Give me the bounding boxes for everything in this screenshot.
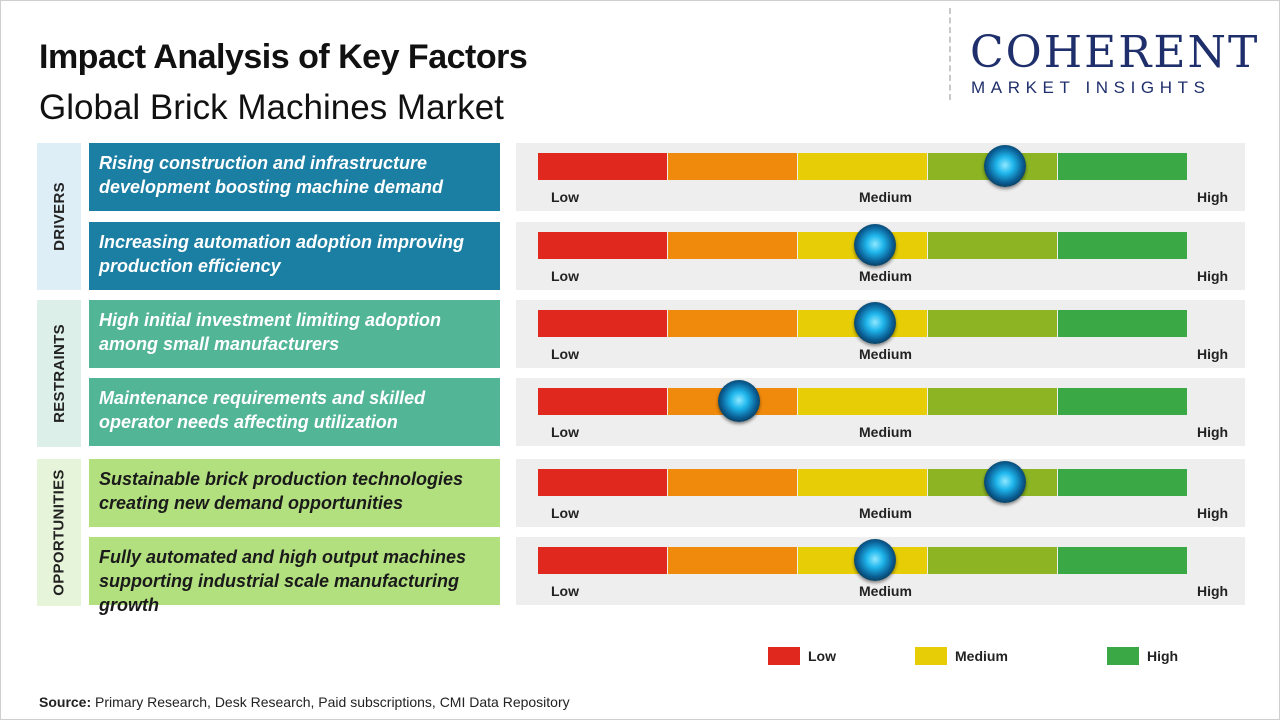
impact-bar: Low Medium High: [516, 143, 1245, 211]
tick-label-high: High: [1197, 346, 1229, 362]
logo-divider: [949, 8, 951, 100]
source-text: Primary Research, Desk Research, Paid su…: [91, 694, 570, 710]
factor-text: Increasing automation adoption improving…: [89, 222, 500, 290]
factor-text: Fully automated and high output machines…: [89, 537, 500, 615]
scale-segment: [928, 547, 1057, 574]
impact-marker: [853, 539, 896, 581]
company-logo: COHERENT: [970, 27, 1260, 78]
scale-segment: [798, 469, 927, 496]
legend-label: Low: [808, 648, 836, 664]
scale-segment: [1058, 469, 1187, 496]
tick-label-medium: Medium: [859, 346, 912, 362]
scale-segment: [1058, 153, 1187, 180]
impact-marker: [717, 380, 760, 422]
source-note: Source: Primary Research, Desk Research,…: [39, 694, 570, 710]
tick-label-low: Low: [551, 346, 579, 362]
legend-swatch: [768, 647, 800, 665]
scale-segment: [538, 232, 667, 259]
factor-text: High initial investment limiting adoptio…: [89, 300, 500, 368]
legend-label: Medium: [955, 648, 1008, 664]
scale-segment: [668, 469, 797, 496]
tick-label-high: High: [1197, 505, 1229, 521]
tick-label-low: Low: [551, 424, 579, 440]
legend-swatch: [915, 647, 947, 665]
scale-segment: [668, 232, 797, 259]
tick-label-medium: Medium: [859, 268, 912, 284]
tick-label-high: High: [1197, 583, 1229, 599]
tick-label-high: High: [1197, 268, 1229, 284]
tick-label-low: Low: [551, 505, 579, 521]
category-drivers: DRIVERS: [37, 143, 81, 290]
scale-segment: [1058, 547, 1187, 574]
legend-label: High: [1147, 648, 1179, 664]
scale-segment: [668, 547, 797, 574]
factor-text: Sustainable brick production technologie…: [89, 459, 500, 527]
scale-segment: [668, 153, 797, 180]
tick-label-medium: Medium: [859, 189, 912, 205]
tick-label-medium: Medium: [859, 505, 912, 521]
impact-bar: Low Medium High: [516, 222, 1245, 290]
scale-segment: [668, 310, 797, 337]
scale-segment: [928, 388, 1057, 415]
chart-subtitle: Global Brick Machines Market: [39, 88, 504, 127]
impact-marker: [853, 302, 896, 344]
impact-bar: Low Medium High: [516, 459, 1245, 527]
category-label: DRIVERS: [50, 182, 68, 251]
tick-label-medium: Medium: [859, 583, 912, 599]
chart-title: Impact Analysis of Key Factors: [39, 38, 528, 76]
scale-segment: [1058, 388, 1187, 415]
scale-segment: [538, 469, 667, 496]
impact-marker: [983, 461, 1026, 503]
category-label: OPPORTUNITIES: [50, 469, 68, 596]
scale-segment: [1058, 232, 1187, 259]
scale-segment: [928, 232, 1057, 259]
tick-label-high: High: [1197, 424, 1229, 440]
category-opportunities: OPPORTUNITIES: [37, 459, 81, 606]
impact-marker: [853, 224, 896, 266]
impact-marker: [983, 145, 1026, 187]
scale-segment: [798, 153, 927, 180]
tick-label-medium: Medium: [859, 424, 912, 440]
impact-bar: Low Medium High: [516, 300, 1245, 368]
impact-bar: Low Medium High: [516, 378, 1245, 446]
factor-text: Maintenance requirements and skilled ope…: [89, 378, 500, 446]
tick-label-low: Low: [551, 189, 579, 205]
scale-segment: [1058, 310, 1187, 337]
scale-segment: [798, 388, 927, 415]
impact-bar: Low Medium High: [516, 537, 1245, 605]
source-label: Source:: [39, 694, 92, 710]
scale-segment: [538, 153, 667, 180]
scale-segment: [538, 310, 667, 337]
scale-segment: [928, 310, 1057, 337]
legend-swatch: [1107, 647, 1139, 665]
scale-segment: [538, 547, 667, 574]
factor-text: Rising construction and infrastructure d…: [89, 143, 500, 211]
scale-segment: [538, 388, 667, 415]
company-logo-tagline: MARKET INSIGHTS: [971, 78, 1211, 97]
category-restraints: RESTRAINTS: [37, 300, 81, 447]
tick-label-low: Low: [551, 583, 579, 599]
tick-label-low: Low: [551, 268, 579, 284]
category-label: RESTRAINTS: [50, 324, 68, 423]
tick-label-high: High: [1197, 189, 1229, 205]
